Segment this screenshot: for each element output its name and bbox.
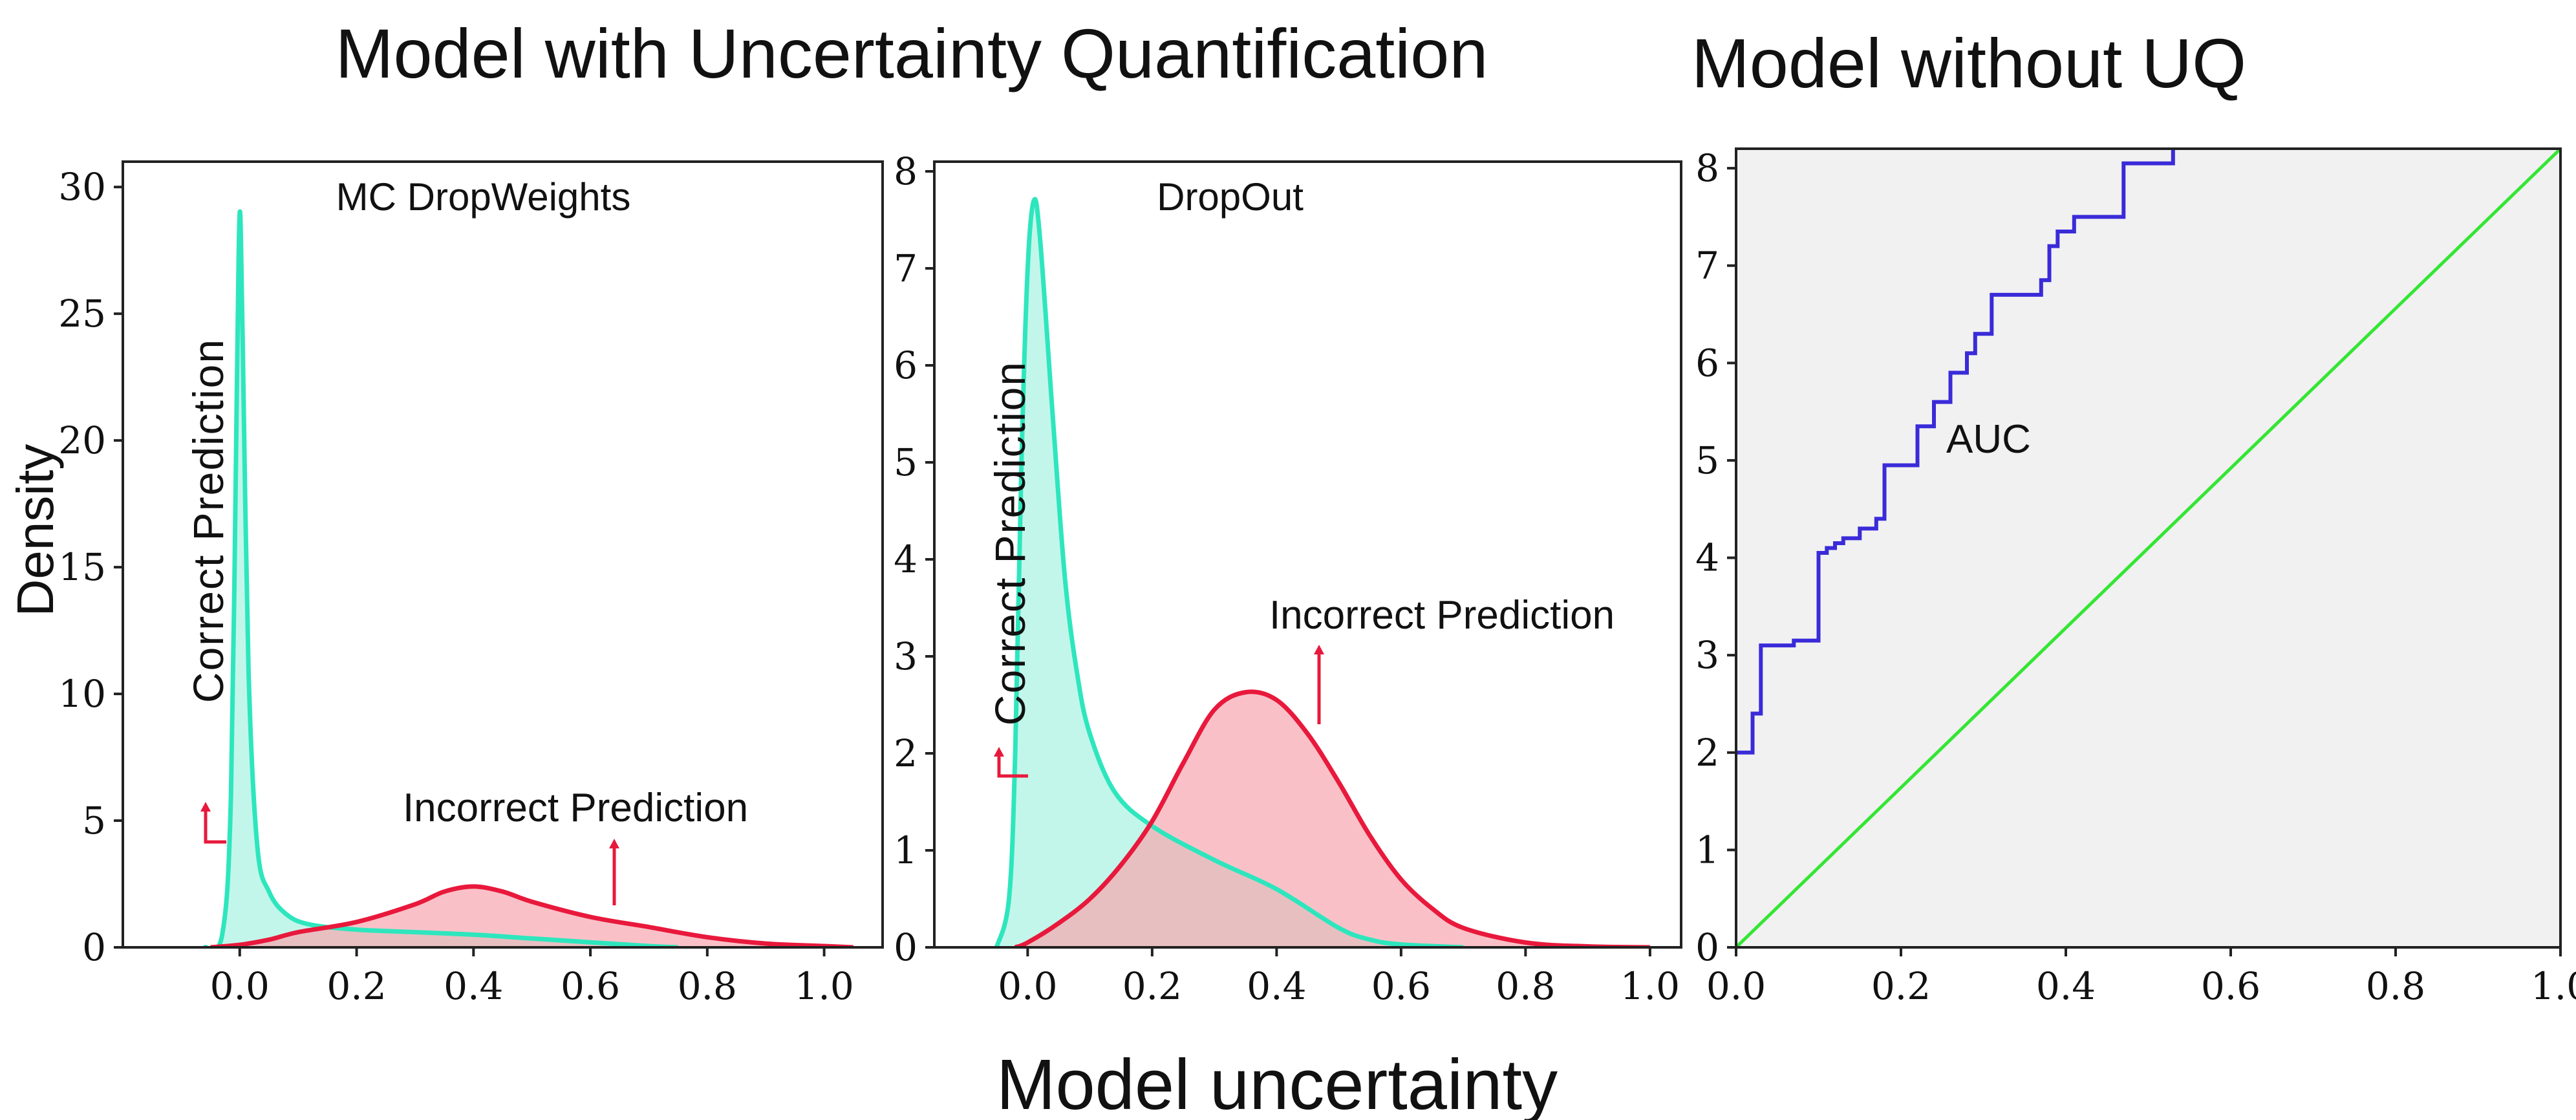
x-tick-label: 0.8 (1496, 964, 1555, 1008)
y-tick-label: 5 (894, 440, 918, 484)
y-tick-label: 5 (82, 799, 106, 843)
annotation-incorrect-arrowhead (1314, 645, 1324, 654)
x-tick-label: 1.0 (2531, 964, 2576, 1008)
y-tick-label: 1 (894, 828, 918, 872)
y-tick-label: 4 (1695, 536, 1719, 580)
y-tick-label: 2 (1695, 731, 1719, 775)
density-fill-correct (996, 199, 1464, 947)
y-tick-label: 5 (1695, 438, 1719, 482)
x-tick-label: 1.0 (1620, 964, 1680, 1008)
y-tick-label: 0 (1695, 925, 1719, 969)
diagonal-reference-line (1736, 149, 2560, 947)
x-tick-label: 0.0 (998, 964, 1057, 1008)
y-tick-label: 7 (894, 246, 918, 290)
y-tick-label: 8 (1695, 146, 1719, 190)
plot-frame (1735, 147, 2562, 949)
y-tick-label: 2 (894, 731, 918, 775)
x-tick-label: 0.4 (1247, 964, 1306, 1008)
y-tick-label: 8 (894, 149, 918, 193)
x-tick-label: 0.6 (2201, 964, 2260, 1008)
x-tick-label: 0.2 (1871, 964, 1931, 1008)
annotation-incorrect: Incorrect Prediction (1269, 593, 1615, 638)
annotation-correct: Correct Prediction (184, 338, 232, 703)
density-line-incorrect (1014, 689, 1650, 947)
density-line-correct (203, 209, 678, 947)
plot-frame (122, 160, 884, 949)
roc-step-line (1736, 149, 2175, 755)
shared-y-axis-title: Density (6, 444, 64, 617)
plot-frame (933, 160, 1682, 949)
x-tick-label: 0.4 (444, 964, 503, 1008)
x-tick-label: 0.0 (1706, 964, 1766, 1008)
y-tick-label: 0 (894, 925, 918, 969)
x-tick-label: 0.8 (2366, 964, 2425, 1008)
y-tick-label: 4 (894, 537, 918, 581)
y-tick-label: 0 (82, 925, 106, 969)
density-fill-correct (204, 211, 678, 947)
y-tick-label: 15 (58, 545, 106, 589)
figure-title-uq: Model with Uncertainty Quantification (336, 14, 1488, 92)
panel-title: DropOut (1157, 175, 1304, 219)
annotation-correct-arrowhead (994, 747, 1004, 757)
y-tick-label: 3 (894, 634, 918, 678)
x-tick-label: 0.4 (2036, 964, 2096, 1008)
annotation-auc: AUC (1946, 417, 2031, 462)
annotation-correct: Correct Prediction (986, 361, 1034, 726)
y-tick-label: 30 (58, 165, 106, 209)
x-tick-label: 0.2 (1122, 964, 1182, 1008)
y-tick-label: 20 (58, 418, 106, 462)
panel-roc-without-uq: 0.0 0.2 0.4 0.6 0.8 1.0 0 1 2 3 4 5 6 7 8 AUC (1695, 146, 2576, 1008)
y-tick-label: 6 (1695, 341, 1719, 385)
x-tick-label: 1.0 (794, 964, 853, 1008)
x-tick-label: 0.0 (210, 964, 270, 1008)
x-tick-label: 0.6 (561, 964, 620, 1008)
annotation-correct-arrow (997, 750, 1028, 778)
annotation-correct-arrow (204, 805, 226, 844)
y-tick-label: 7 (1695, 244, 1719, 288)
density-fill-incorrect (1015, 691, 1650, 947)
annotation-incorrect: Incorrect Prediction (403, 786, 748, 830)
plot-content (203, 209, 853, 947)
y-tick-label: 6 (894, 343, 918, 387)
figure-title-no-uq: Model without UQ (1691, 24, 2246, 102)
x-tick-label: 0.2 (327, 964, 386, 1008)
plot-content (994, 197, 1650, 947)
density-line-incorrect (210, 884, 853, 947)
y-tick-label: 10 (58, 672, 106, 716)
panel-title: MC DropWeights (336, 175, 631, 219)
panel-mc-dropweights: 0.0 0.2 0.4 0.6 0.8 1.0 0 5 10 15 20 25 30 MC DropWei… (58, 160, 884, 1008)
y-tick-label: 3 (1695, 633, 1719, 677)
plot-content (1736, 149, 2560, 947)
shared-x-axis-title: Model uncertainty (996, 1045, 1558, 1120)
annotation-correct-arrowhead (200, 802, 211, 812)
x-tick-label: 0.6 (1371, 964, 1431, 1008)
panel-dropout: 0.0 0.2 0.4 0.6 0.8 1.0 0 1 2 3 4 5 6 7 8 DropOut Correc… (894, 149, 1682, 1008)
x-tick-label: 0.8 (678, 964, 737, 1008)
density-line-correct (994, 197, 1464, 947)
annotation-incorrect-arrowhead (609, 839, 619, 848)
y-tick-label: 25 (58, 292, 106, 336)
y-tick-label: 1 (1695, 828, 1719, 872)
